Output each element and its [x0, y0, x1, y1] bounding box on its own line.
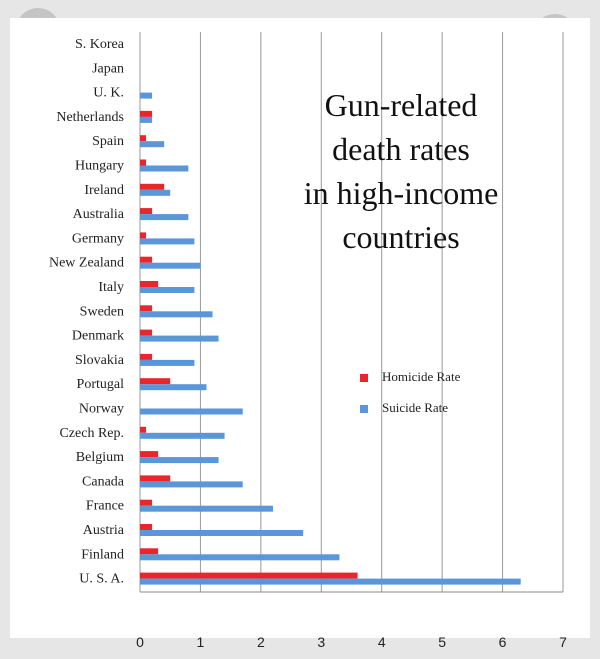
x-tick-label: 3: [317, 634, 325, 650]
bar-homicide: [140, 475, 171, 482]
legend-swatch: [360, 374, 368, 382]
x-tick-label: 0: [136, 634, 144, 650]
bar-homicide: [140, 572, 358, 579]
bar-homicide: [140, 183, 165, 190]
chart-title: death rates: [332, 131, 470, 167]
category-label: Canada: [82, 474, 125, 489]
category-label: Hungary: [75, 159, 124, 174]
category-label: France: [86, 499, 124, 514]
legend-label: Homicide Rate: [382, 369, 461, 384]
category-label: Ireland: [84, 183, 124, 198]
category-label: Slovakia: [75, 353, 125, 368]
x-tick-label: 2: [257, 634, 265, 650]
bar-homicide: [140, 499, 153, 506]
bar-homicide: [140, 451, 159, 458]
bar-suicide: [140, 554, 340, 561]
category-label: Japan: [92, 61, 124, 76]
x-tick-label: 1: [197, 634, 205, 650]
bar-homicide: [140, 281, 159, 287]
category-label: Finland: [81, 547, 124, 562]
category-label: Belgium: [76, 450, 124, 465]
bar-homicide: [140, 548, 159, 555]
bar-suicide: [140, 481, 243, 488]
bar-homicide: [140, 305, 153, 312]
category-label: Portugal: [77, 377, 125, 392]
bar-suicide: [140, 578, 521, 585]
bar-homicide: [140, 232, 147, 239]
bar-homicide: [140, 329, 153, 336]
bar-suicide: [140, 214, 189, 221]
category-label: Denmark: [72, 329, 124, 344]
category-label: U. S. A.: [79, 572, 124, 587]
legend-swatch: [360, 405, 368, 413]
category-label: Sweden: [80, 304, 124, 319]
category-label: Italy: [98, 280, 124, 295]
bar-suicide: [140, 92, 153, 99]
bar-suicide: [140, 384, 207, 391]
bar-homicide: [140, 159, 147, 166]
bar-suicide: [140, 505, 273, 512]
x-tick-label: 5: [438, 634, 446, 650]
chart-title: Gun-related: [325, 87, 478, 123]
bar-suicide: [140, 408, 243, 415]
bar-suicide: [140, 287, 195, 293]
bar-suicide: [140, 335, 219, 342]
bar-suicide: [140, 238, 195, 245]
bar-suicide: [140, 262, 201, 269]
bar-suicide: [140, 311, 213, 318]
bar-suicide: [140, 359, 195, 366]
category-label: S. Korea: [75, 37, 125, 52]
x-tick-label: 7: [559, 634, 567, 650]
x-tick-label: 4: [378, 634, 386, 650]
category-label: Netherlands: [56, 110, 124, 125]
chart-title: in high-income: [304, 175, 499, 211]
bar-suicide: [140, 530, 304, 536]
bar-suicide: [140, 457, 219, 464]
bar-suicide: [140, 165, 189, 172]
bar-homicide: [140, 110, 153, 117]
bar-homicide: [140, 378, 171, 385]
category-label: Australia: [73, 207, 125, 222]
bar-suicide: [140, 141, 165, 148]
bar-homicide: [140, 135, 147, 142]
bar-suicide: [140, 116, 153, 123]
category-label: U. K.: [93, 86, 124, 101]
bar-homicide: [140, 353, 153, 360]
chart-title: countries: [342, 219, 459, 255]
bar-suicide: [140, 432, 225, 439]
x-tick-label: 6: [499, 634, 507, 650]
bar-suicide: [140, 189, 171, 196]
category-label: Norway: [79, 402, 124, 417]
bar-homicide: [140, 256, 153, 263]
category-label: New Zealand: [49, 256, 124, 271]
category-label: Germany: [72, 231, 124, 246]
category-label: Spain: [92, 134, 124, 149]
category-label: Austria: [83, 523, 125, 538]
legend-label: Suicide Rate: [382, 400, 448, 415]
bar-homicide: [140, 208, 153, 215]
bar-homicide: [140, 426, 147, 433]
category-label: Czech Rep.: [59, 426, 124, 441]
bar-homicide: [140, 524, 153, 530]
